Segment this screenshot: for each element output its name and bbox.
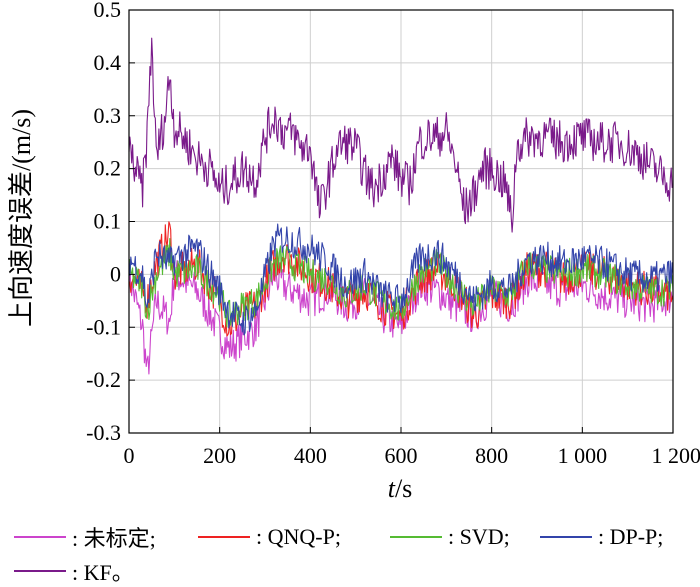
x-tick-label: 400 (294, 443, 327, 468)
legend-item-svd: : SVD; (390, 522, 510, 552)
legend-swatch-qnq-p (198, 536, 250, 538)
y-tick-label: 0.3 (94, 103, 122, 128)
y-tick-label: 0 (110, 261, 121, 286)
line-chart: 0 200 400 600 800 1 000 1 200 -0.3 -0.2 -0.1 0 0.1 0… (0, 0, 700, 510)
legend-swatch-dp-p (540, 536, 592, 538)
x-tick-label: 1 000 (558, 443, 608, 468)
y-tick-label: -0.1 (86, 314, 121, 339)
legend-label-dp-p: : DP-P; (598, 524, 663, 550)
legend-item-dp-p: : DP-P; (540, 522, 663, 552)
legend-label-uncalibrated: : 未标定; (72, 521, 156, 553)
x-tick-label: 800 (475, 443, 508, 468)
x-tick-label: 1 200 (652, 443, 700, 468)
y-tick-label: -0.2 (86, 367, 121, 392)
legend-swatch-uncalibrated (14, 536, 66, 538)
legend-item-qnq-p: : QNQ-P; (198, 522, 341, 552)
ticks: 0 200 400 600 800 1 000 1 200 -0.3 -0.2 -0.1 0 0.1 0… (86, 0, 700, 468)
legend-label-svd: : SVD; (448, 524, 510, 550)
x-tick-label: 600 (385, 443, 418, 468)
y-axis-label: 上向速度误差/(m/s) (7, 109, 36, 327)
x-axis-label-unit: /s (395, 474, 412, 503)
legend-item-uncalibrated: : 未标定; (14, 522, 156, 552)
legend-label-qnq-p: : QNQ-P; (256, 524, 341, 550)
legend-label-kf: : KF。 (72, 555, 134, 587)
legend-swatch-svd (390, 536, 442, 538)
x-tick-label: 200 (203, 443, 236, 468)
y-tick-label: 0.2 (94, 156, 122, 181)
y-tick-label: 0.1 (94, 209, 122, 234)
x-axis-label: t/s (388, 474, 413, 503)
legend: : 未标定; : QNQ-P; : SVD; : DP-P; : KF。 (0, 510, 700, 585)
y-tick-label: 0.5 (94, 0, 122, 22)
legend-swatch-kf (14, 570, 66, 572)
grid (129, 10, 673, 433)
x-tick-label: 0 (124, 443, 135, 468)
y-tick-label: -0.3 (86, 420, 121, 445)
y-tick-label: 0.4 (94, 50, 122, 75)
legend-item-kf: : KF。 (14, 556, 134, 586)
